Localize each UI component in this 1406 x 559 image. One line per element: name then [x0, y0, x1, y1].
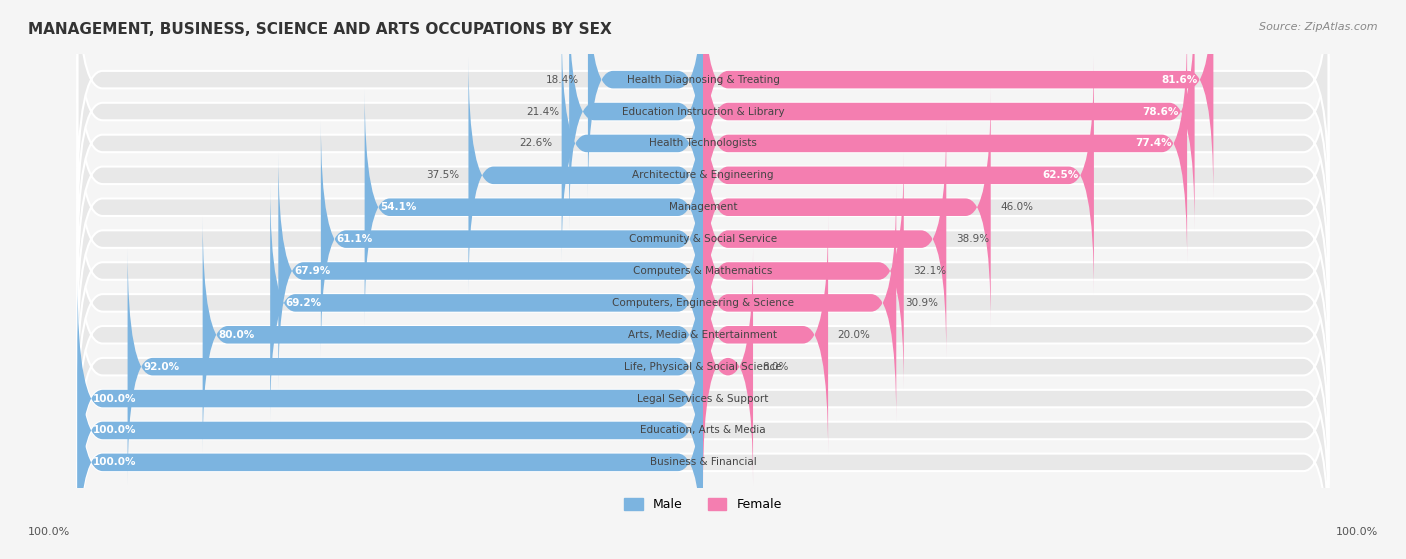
Text: Management: Management — [669, 202, 737, 212]
FancyBboxPatch shape — [321, 120, 703, 358]
FancyBboxPatch shape — [703, 88, 991, 326]
Text: 100.0%: 100.0% — [93, 457, 136, 467]
FancyBboxPatch shape — [703, 25, 1187, 262]
FancyBboxPatch shape — [77, 0, 1329, 198]
Text: 30.9%: 30.9% — [905, 298, 939, 308]
Legend: Male, Female: Male, Female — [619, 493, 787, 517]
FancyBboxPatch shape — [703, 120, 946, 358]
Text: 62.5%: 62.5% — [1042, 170, 1078, 181]
Text: Community & Social Service: Community & Social Service — [628, 234, 778, 244]
Text: 46.0%: 46.0% — [1000, 202, 1033, 212]
Text: 100.0%: 100.0% — [93, 394, 136, 404]
Text: 100.0%: 100.0% — [93, 425, 136, 435]
FancyBboxPatch shape — [703, 216, 828, 453]
Text: Arts, Media & Entertainment: Arts, Media & Entertainment — [628, 330, 778, 340]
Text: 100.0%: 100.0% — [28, 527, 70, 537]
Text: Architecture & Engineering: Architecture & Engineering — [633, 170, 773, 181]
Text: Health Diagnosing & Treating: Health Diagnosing & Treating — [627, 75, 779, 84]
FancyBboxPatch shape — [77, 152, 1329, 390]
FancyBboxPatch shape — [703, 248, 754, 485]
FancyBboxPatch shape — [77, 344, 703, 559]
Text: 80.0%: 80.0% — [218, 330, 254, 340]
Text: 61.1%: 61.1% — [336, 234, 373, 244]
Text: Life, Physical & Social Science: Life, Physical & Social Science — [624, 362, 782, 372]
FancyBboxPatch shape — [77, 25, 1329, 262]
Text: 54.1%: 54.1% — [380, 202, 416, 212]
Text: Legal Services & Support: Legal Services & Support — [637, 394, 769, 404]
Text: 92.0%: 92.0% — [143, 362, 180, 372]
FancyBboxPatch shape — [77, 344, 1329, 559]
FancyBboxPatch shape — [468, 56, 703, 294]
FancyBboxPatch shape — [77, 88, 1329, 326]
Text: Education Instruction & Library: Education Instruction & Library — [621, 107, 785, 116]
Text: 37.5%: 37.5% — [426, 170, 460, 181]
FancyBboxPatch shape — [77, 120, 1329, 358]
Text: Computers, Engineering & Science: Computers, Engineering & Science — [612, 298, 794, 308]
Text: 78.6%: 78.6% — [1143, 107, 1180, 116]
FancyBboxPatch shape — [270, 184, 703, 421]
Text: 22.6%: 22.6% — [519, 139, 553, 149]
Text: 38.9%: 38.9% — [956, 234, 988, 244]
Text: Health Technologists: Health Technologists — [650, 139, 756, 149]
FancyBboxPatch shape — [202, 216, 703, 453]
Text: 20.0%: 20.0% — [838, 330, 870, 340]
Text: Computers & Mathematics: Computers & Mathematics — [633, 266, 773, 276]
Text: 69.2%: 69.2% — [285, 298, 322, 308]
FancyBboxPatch shape — [128, 248, 703, 485]
Text: 8.0%: 8.0% — [762, 362, 789, 372]
FancyBboxPatch shape — [703, 184, 896, 421]
Text: MANAGEMENT, BUSINESS, SCIENCE AND ARTS OCCUPATIONS BY SEX: MANAGEMENT, BUSINESS, SCIENCE AND ARTS O… — [28, 22, 612, 37]
FancyBboxPatch shape — [77, 280, 703, 518]
FancyBboxPatch shape — [703, 152, 904, 390]
FancyBboxPatch shape — [77, 56, 1329, 294]
FancyBboxPatch shape — [77, 216, 1329, 453]
FancyBboxPatch shape — [561, 25, 703, 262]
FancyBboxPatch shape — [77, 280, 1329, 518]
FancyBboxPatch shape — [77, 312, 1329, 549]
FancyBboxPatch shape — [588, 0, 703, 198]
Text: 81.6%: 81.6% — [1161, 75, 1198, 84]
Text: Source: ZipAtlas.com: Source: ZipAtlas.com — [1260, 22, 1378, 32]
Text: 67.9%: 67.9% — [294, 266, 330, 276]
FancyBboxPatch shape — [77, 248, 1329, 485]
Text: 77.4%: 77.4% — [1135, 139, 1171, 149]
Text: 21.4%: 21.4% — [527, 107, 560, 116]
Text: 100.0%: 100.0% — [1336, 527, 1378, 537]
FancyBboxPatch shape — [77, 184, 1329, 421]
FancyBboxPatch shape — [77, 312, 703, 549]
FancyBboxPatch shape — [364, 88, 703, 326]
FancyBboxPatch shape — [278, 152, 703, 390]
Text: 32.1%: 32.1% — [912, 266, 946, 276]
Text: 18.4%: 18.4% — [546, 75, 578, 84]
Text: Business & Financial: Business & Financial — [650, 457, 756, 467]
FancyBboxPatch shape — [703, 56, 1094, 294]
FancyBboxPatch shape — [569, 0, 703, 230]
FancyBboxPatch shape — [703, 0, 1213, 198]
FancyBboxPatch shape — [703, 0, 1195, 230]
Text: Education, Arts & Media: Education, Arts & Media — [640, 425, 766, 435]
FancyBboxPatch shape — [77, 0, 1329, 230]
